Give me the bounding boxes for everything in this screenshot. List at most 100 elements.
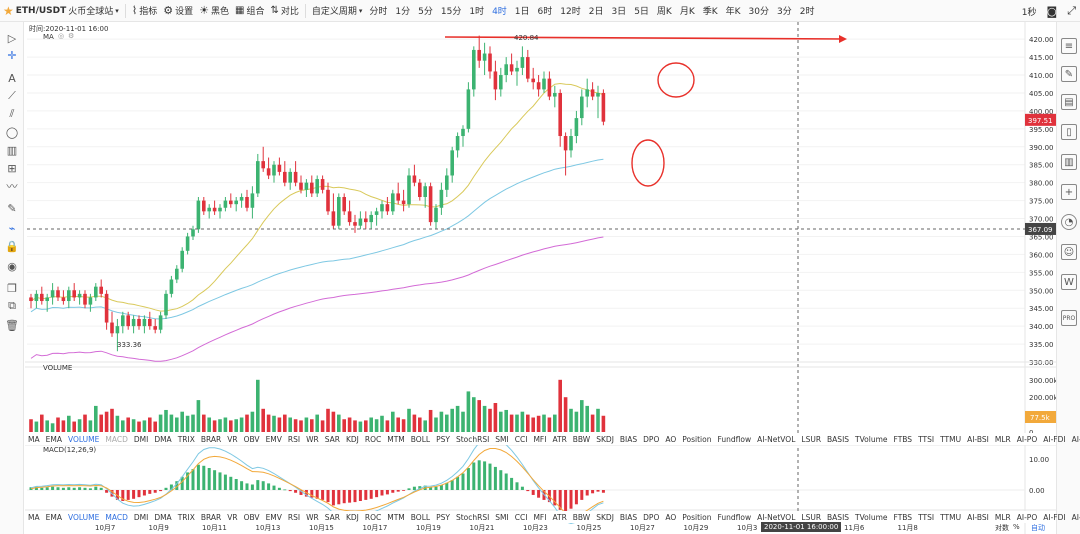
settings-icon[interactable]: ⚙ bbox=[68, 32, 75, 40]
indicator-tab[interactable]: MA bbox=[28, 434, 40, 444]
indicator-tab[interactable]: PSY bbox=[436, 434, 450, 444]
timeframe-tab[interactable]: 12时 bbox=[560, 7, 581, 17]
indicator-tab[interactable]: DMI bbox=[133, 512, 149, 522]
indicator-tab[interactable]: BASIS bbox=[827, 434, 850, 444]
indicator-tab[interactable]: WR bbox=[306, 434, 319, 444]
pen-tool-icon[interactable]: ✎ bbox=[7, 201, 17, 215]
indicator-tab[interactable]: SKDJ bbox=[596, 512, 614, 522]
timeframe-tab[interactable]: 5分 bbox=[418, 7, 433, 17]
indicator-tab[interactable]: MLR bbox=[994, 434, 1011, 444]
timeframe-tab[interactable]: 1日 bbox=[514, 7, 530, 17]
indicator-tab[interactable]: AI-NetVOL bbox=[757, 434, 796, 444]
timeframe-tab[interactable]: 1分 bbox=[395, 7, 411, 17]
indicator-tab[interactable]: TTSI bbox=[918, 434, 935, 444]
fullscreen-icon[interactable]: ⤢ bbox=[1067, 4, 1076, 17]
timeframe-tab[interactable]: 3分 bbox=[777, 7, 792, 17]
indicator-tab[interactable]: DMI bbox=[133, 434, 149, 444]
indicator-tab[interactable]: BOLL bbox=[410, 512, 431, 522]
chart-icon[interactable]: ▤ bbox=[1061, 94, 1077, 110]
ellipse-tool-icon[interactable]: ◯ bbox=[5, 125, 19, 139]
indicator-tab[interactable]: BBW bbox=[572, 434, 591, 444]
indicator-tab[interactable]: DPO bbox=[643, 512, 660, 522]
indicator-tab[interactable]: AI-LI bbox=[1071, 512, 1080, 522]
indicator-tab[interactable]: SKDJ bbox=[596, 434, 614, 444]
indicator-tab[interactable]: ROC bbox=[364, 512, 382, 522]
axis-mode-button[interactable]: 对数 bbox=[995, 524, 1009, 532]
indicator-tab[interactable]: AI-BSI bbox=[967, 434, 989, 444]
indicator-tab[interactable]: SMI bbox=[495, 512, 509, 522]
channel-tool-icon[interactable]: ▥ bbox=[6, 143, 18, 157]
magnet-tool-icon[interactable]: ⌁ bbox=[8, 221, 16, 235]
custom-period-button[interactable]: 自定义周期 ▾ bbox=[309, 0, 366, 22]
indicator-tab[interactable]: AI-BSI bbox=[967, 512, 989, 522]
timeframe-tab[interactable]: 6时 bbox=[537, 7, 553, 17]
indicator-tab[interactable]: DMA bbox=[154, 512, 172, 522]
clock-icon[interactable]: ◔ bbox=[1061, 214, 1077, 230]
layers-icon[interactable]: ⧉ bbox=[8, 299, 16, 312]
favorite-star-icon[interactable]: ★ bbox=[3, 3, 14, 18]
indicator-tab[interactable]: KDJ bbox=[345, 512, 359, 522]
indicator-tab[interactable]: EMA bbox=[45, 434, 62, 444]
indicator-tab[interactable]: StochRSI bbox=[455, 434, 490, 444]
toolbar-compare-button[interactable]: ⇅ 对比 bbox=[267, 0, 301, 22]
indicator-tab[interactable]: CCI bbox=[514, 434, 528, 444]
indicator-tab[interactable]: AI-FDI bbox=[1043, 434, 1066, 444]
timeframe-tab[interactable]: 3日 bbox=[611, 7, 627, 17]
indicator-tab[interactable]: MFI bbox=[533, 512, 547, 522]
indicator-tab[interactable]: CCI bbox=[514, 512, 528, 522]
indicator-tab[interactable]: FTBS bbox=[893, 434, 913, 444]
axis-mode-button[interactable]: 自动 bbox=[1031, 524, 1045, 532]
book-icon[interactable]: ▯ bbox=[1061, 124, 1077, 140]
timeframe-tab[interactable]: 15分 bbox=[440, 7, 462, 17]
indicator-tab[interactable]: ATR bbox=[552, 512, 567, 522]
timeframe-tab[interactable]: 2日 bbox=[588, 7, 604, 17]
indicator-tab[interactable]: AI-NetVOL bbox=[757, 512, 796, 522]
indicator-tab[interactable]: MACD bbox=[105, 512, 128, 522]
indicator-tab[interactable]: AI-PO bbox=[1016, 512, 1038, 522]
copy-icon[interactable]: ❐ bbox=[7, 281, 17, 295]
indicator-tab[interactable]: TRIX bbox=[177, 512, 195, 522]
indicator-tab[interactable]: Fundflow bbox=[717, 434, 752, 444]
indicator-tab[interactable]: AI-FDI bbox=[1043, 512, 1066, 522]
indicator-tab[interactable]: AI-PO bbox=[1016, 434, 1038, 444]
indicator-tab[interactable]: ROC bbox=[364, 434, 382, 444]
timeframe-tab[interactable]: 分时 bbox=[369, 7, 388, 17]
axis-mode-button[interactable]: % bbox=[1013, 523, 1020, 531]
add-page-icon[interactable]: + bbox=[1061, 184, 1077, 200]
toolbar-theme-button[interactable]: ☀ 黑色 bbox=[196, 0, 232, 22]
note-icon[interactable]: ✎ bbox=[1061, 66, 1077, 82]
text-tool-icon[interactable]: A bbox=[8, 71, 16, 85]
indicator-tab[interactable]: WR bbox=[306, 512, 319, 522]
timeframe-tab[interactable]: 1时 bbox=[469, 7, 485, 17]
indicator-tab[interactable]: SAR bbox=[324, 434, 340, 444]
indicator-tab[interactable]: KDJ bbox=[345, 434, 359, 444]
indicator-tab[interactable]: MTM bbox=[387, 434, 405, 444]
indicator-tab[interactable]: MA bbox=[28, 512, 40, 522]
indicator-tab[interactable]: ATR bbox=[552, 434, 567, 444]
indicator-tab[interactable]: EMV bbox=[265, 434, 282, 444]
indicator-tab[interactable]: TTSI bbox=[918, 512, 935, 522]
indicator-tab[interactable]: EMV bbox=[265, 512, 282, 522]
indicator-tab[interactable]: LSUR bbox=[801, 512, 822, 522]
stats-icon[interactable]: ▥ bbox=[1061, 154, 1077, 170]
timeframe-tab[interactable]: 30分 bbox=[748, 7, 769, 17]
indicator-tab[interactable]: SAR bbox=[324, 512, 340, 522]
w-icon[interactable]: W bbox=[1061, 274, 1077, 290]
indicator-tab[interactable]: DPO bbox=[643, 434, 660, 444]
indicator-tab[interactable]: BASIS bbox=[827, 512, 850, 522]
indicator-tab[interactable]: DMA bbox=[154, 434, 172, 444]
pro-icon[interactable]: PRO bbox=[1061, 310, 1077, 326]
indicator-tab[interactable]: AO bbox=[665, 512, 677, 522]
indicator-tab[interactable]: AO bbox=[665, 434, 677, 444]
indicator-tab[interactable]: OBV bbox=[243, 512, 260, 522]
wave-tool-icon[interactable]: 〰 bbox=[6, 180, 18, 193]
chart-area[interactable]: 420.00 415.00 410.00 405.00 400.00 395.00 390.… bbox=[25, 22, 1056, 534]
indicator-tab[interactable]: TTMU bbox=[940, 434, 962, 444]
indicator-tab[interactable]: FTBS bbox=[893, 512, 913, 522]
trash-icon[interactable]: 🗑 bbox=[5, 318, 19, 332]
indicator-tab[interactable]: TTMU bbox=[940, 512, 962, 522]
indicator-tab[interactable]: Fundflow bbox=[717, 512, 752, 522]
lock-icon[interactable]: 🔒 bbox=[5, 239, 19, 253]
indicator-tab[interactable]: StochRSI bbox=[455, 512, 490, 522]
indicator-tab[interactable]: BIAS bbox=[619, 512, 638, 522]
